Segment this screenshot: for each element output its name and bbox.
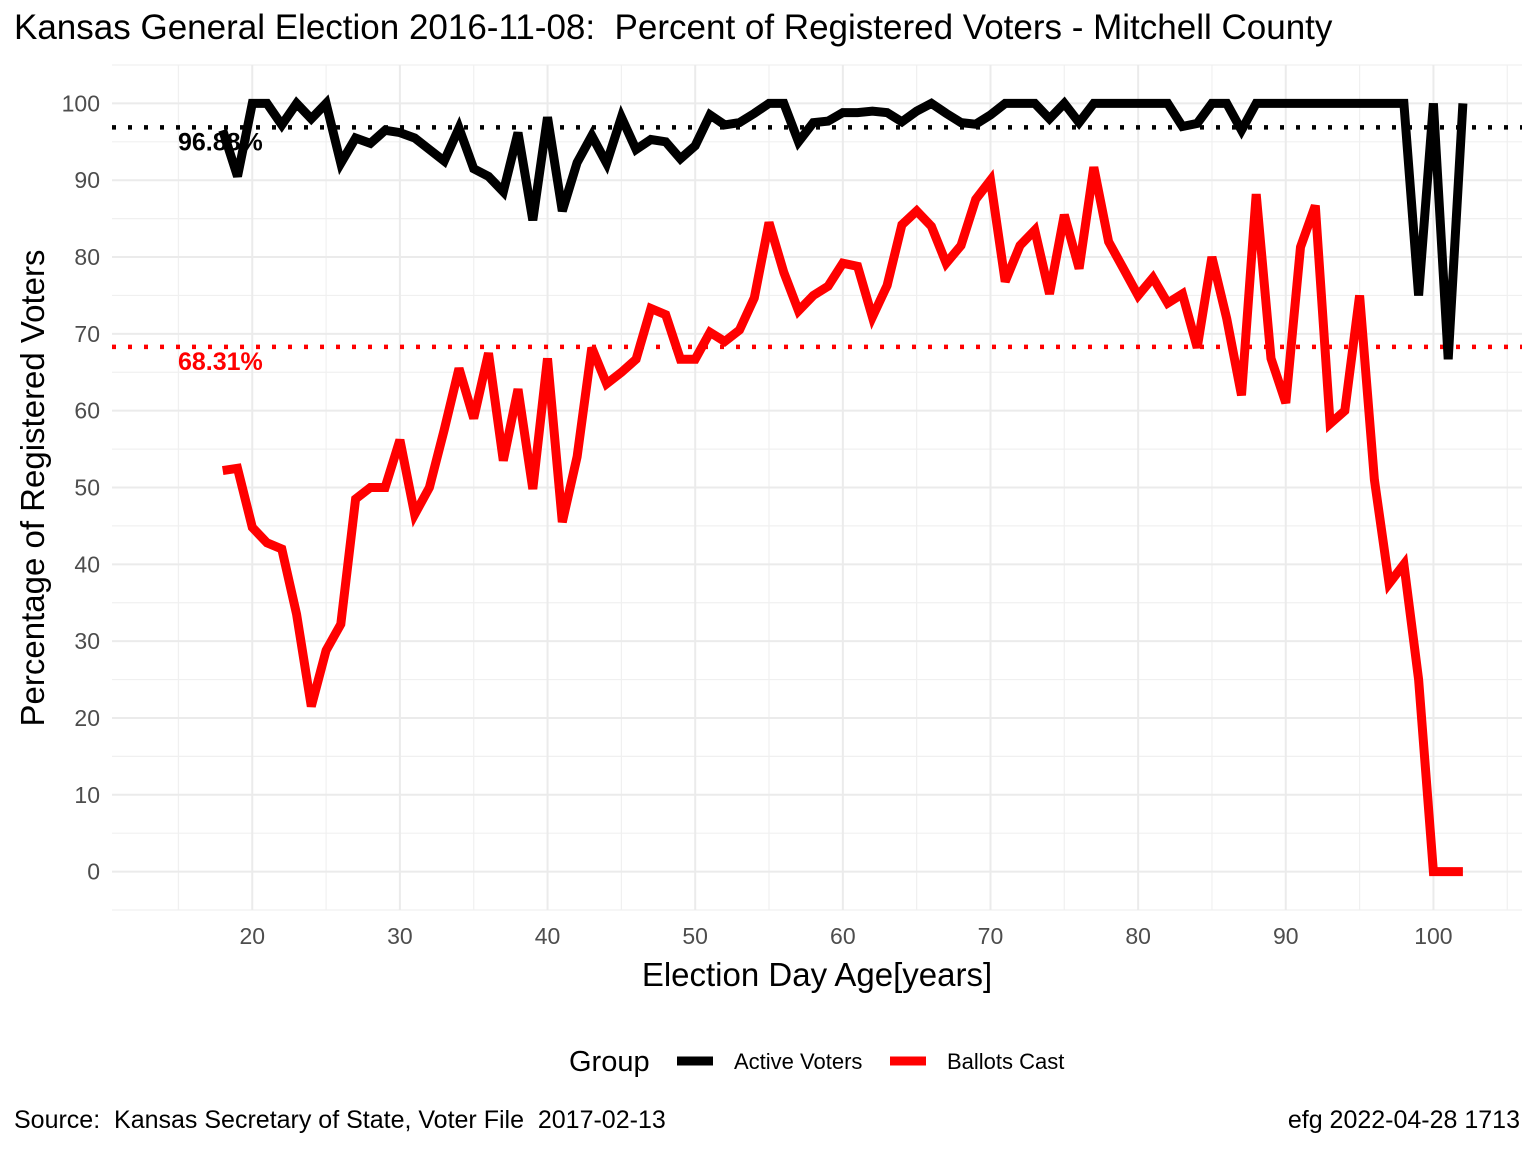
x-tick-label: 40 [535, 923, 561, 949]
reference-line-label: 96.88% [178, 128, 263, 156]
y-tick-label: 60 [74, 398, 100, 424]
x-tick-label: 80 [1125, 923, 1151, 949]
y-tick-label: 30 [74, 628, 100, 654]
reference-lines [112, 125, 1522, 350]
y-axis-title: Percentage of Registered Voters [14, 250, 51, 727]
x-tick-label: 90 [1273, 923, 1299, 949]
grid-major [112, 65, 1522, 910]
x-tick-label: 60 [830, 923, 856, 949]
y-tick-label: 10 [74, 782, 100, 808]
chart-title: Kansas General Election 2016-11-08: Perc… [14, 8, 1333, 47]
y-tick-label: 0 [87, 859, 100, 885]
legend-title: Group [569, 1046, 650, 1078]
legend: Group Active Voters Ballots Cast [569, 1046, 1064, 1078]
legend-label-ballots-cast: Ballots Cast [947, 1049, 1064, 1074]
reference-line-label: 68.31% [178, 348, 263, 376]
x-tick-label: 70 [978, 923, 1004, 949]
series-line-ballots-cast [222, 166, 1463, 877]
y-tick-label: 20 [74, 705, 100, 731]
y-tick-label: 50 [74, 475, 100, 501]
y-axis-ticks: 0 10 20 30 40 50 60 70 80 90 100 [62, 90, 100, 884]
series-layer [218, 94, 1468, 877]
x-tick-label: 30 [387, 923, 413, 949]
legend-label-active-voters: Active Voters [734, 1049, 862, 1074]
series-line-active-voters [218, 94, 1468, 360]
x-tick-label: 50 [682, 923, 708, 949]
author-stamp: efg 2022-04-28 1713 [1287, 1106, 1520, 1134]
y-tick-label: 80 [74, 244, 100, 270]
reference-labels: 96.88% 68.31% [178, 128, 263, 375]
x-axis-ticks: 20 30 40 50 60 70 80 90 100 [239, 923, 1452, 949]
source-caption: Source: Kansas Secretary of State, Voter… [14, 1106, 666, 1134]
y-tick-label: 70 [74, 321, 100, 347]
y-tick-label: 90 [74, 167, 100, 193]
y-tick-label: 40 [74, 551, 100, 577]
y-tick-label: 100 [62, 90, 100, 116]
x-tick-label: 20 [239, 923, 265, 949]
x-axis-title: Election Day Age[years] [642, 956, 992, 993]
x-tick-label: 100 [1414, 923, 1452, 949]
